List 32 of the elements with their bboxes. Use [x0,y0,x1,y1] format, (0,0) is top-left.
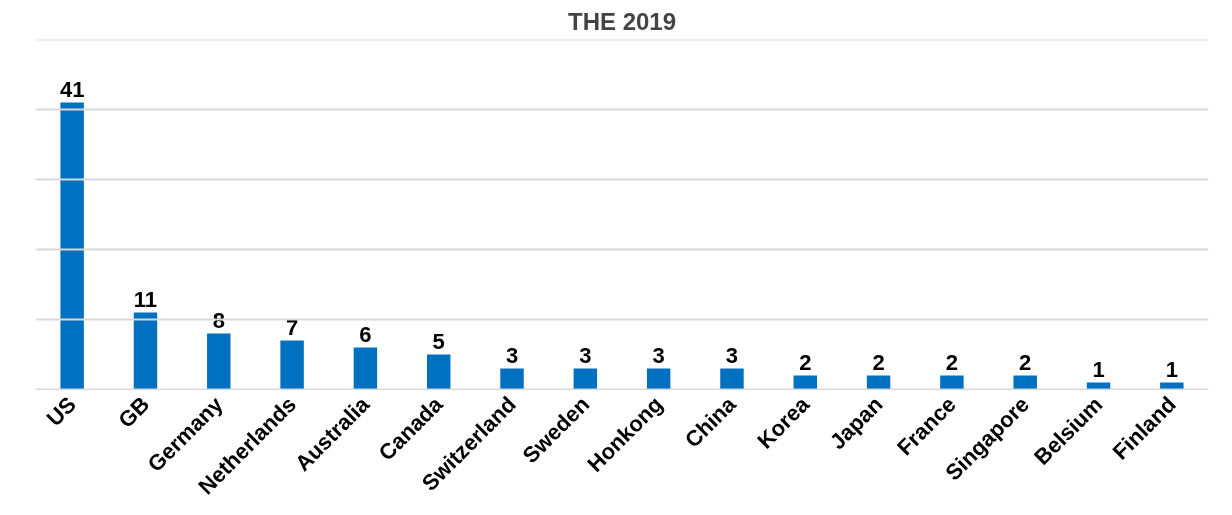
bar [1013,375,1037,390]
data-label: 7 [285,314,299,340]
bar [646,368,671,390]
bar [793,375,818,390]
data-label: 3 [725,342,739,368]
data-label: 2 [799,349,812,375]
data-label: 2 [945,349,959,375]
bar [280,340,304,390]
data-label: 2 [872,349,885,375]
bar [720,368,744,390]
bar [500,368,524,390]
x-tick-label: US [41,391,81,431]
bar [133,312,158,390]
data-label: 3 [652,342,665,368]
bar [573,368,598,390]
bar [353,347,378,390]
bar [866,375,891,390]
bar [940,375,964,390]
data-label: 1 [1165,356,1178,382]
data-label: 41 [59,76,85,102]
bar [207,333,231,390]
x-tick-label: GB [113,391,155,433]
chart-title: THE 2019 [567,7,677,35]
data-label: 11 [133,286,158,312]
data-label: 3 [505,342,519,368]
data-label: 3 [579,342,592,368]
data-label: 6 [359,321,372,347]
bar [60,102,84,390]
data-label: 1 [1092,356,1105,382]
data-label: 2 [1019,349,1032,375]
data-label: 5 [432,328,445,354]
bar [426,354,451,390]
